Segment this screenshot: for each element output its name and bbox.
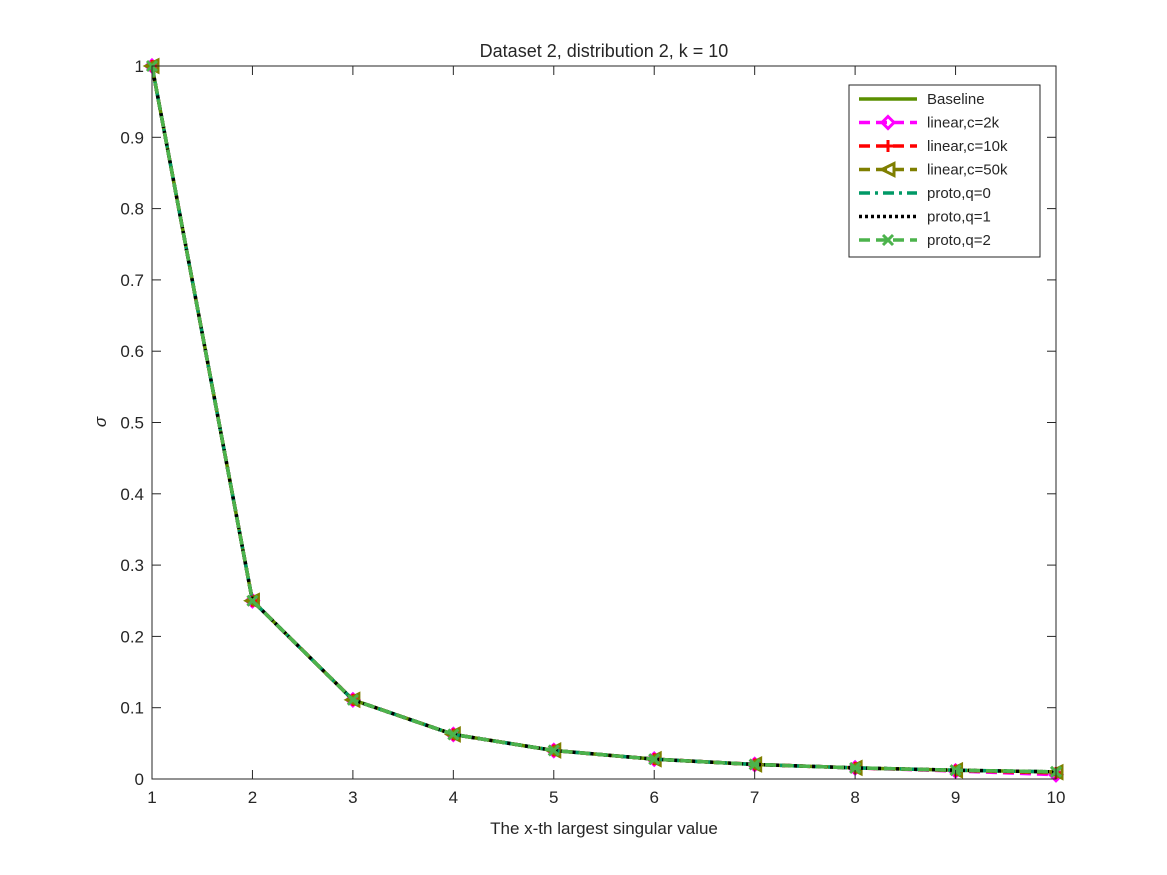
chart-title: Dataset 2, distribution 2, k = 10 [480, 41, 729, 61]
data-point [343, 691, 361, 709]
y-tick-label: 0.6 [120, 342, 144, 361]
y-tick-label: 0.2 [120, 627, 144, 646]
data-point [547, 744, 560, 757]
data-point [447, 728, 460, 741]
y-tick-label: 0.7 [120, 271, 144, 290]
legend: Baseline linear,c=2k linear,c=10k linear,c=… [848, 84, 1041, 258]
legend-label: linear,c=10k [927, 138, 1008, 155]
data-point [544, 742, 562, 759]
legend-label: linear,c=50k [927, 162, 1008, 179]
y-tick-label: 1 [135, 57, 144, 76]
y-tick-label: 0.1 [120, 699, 144, 718]
data-point [346, 693, 359, 706]
legend-item: linear,c=2k [859, 114, 1000, 132]
x-tick-label: 5 [549, 788, 558, 807]
x-tick-label: 10 [1047, 788, 1066, 807]
legend-item: proto,q=1 [859, 209, 991, 226]
x-axis-label: The x-th largest singular value [490, 819, 718, 838]
legend-label: proto,q=1 [927, 209, 991, 226]
data-point [849, 761, 862, 774]
x-tick-label: 3 [348, 788, 357, 807]
data-point [644, 750, 662, 768]
y-tick-label: 0.4 [120, 485, 144, 504]
data-point [648, 753, 661, 766]
y-tick-label: 0.5 [120, 414, 144, 433]
x-tick-label: 6 [649, 788, 658, 807]
y-tick-label: 0.9 [120, 128, 144, 147]
y-tick-label: 0.3 [120, 556, 144, 575]
legend-label: Baseline [927, 91, 985, 108]
legend-marker [881, 233, 895, 247]
legend-item: linear,c=50k [859, 161, 1008, 179]
y-tick-label: 0.8 [120, 200, 144, 219]
legend-label: proto,q=0 [927, 185, 991, 202]
legend-label: proto,q=2 [927, 232, 991, 249]
x-tick-label: 9 [951, 788, 960, 807]
series-line [150, 65, 1057, 774]
legend-item: Baseline [859, 91, 985, 108]
data-point [246, 594, 259, 607]
legend-item: proto,q=0 [859, 185, 991, 202]
y-axis-label: σ [91, 416, 110, 427]
x-tick-label: 1 [147, 788, 156, 807]
legend-marker [878, 161, 896, 178]
x-tick-label: 7 [750, 788, 759, 807]
y-tick-label: 0 [135, 770, 144, 789]
legend-marker [879, 114, 897, 131]
x-tick-label: 2 [248, 788, 257, 807]
data-point [748, 758, 761, 771]
legend-item: linear,c=10k [859, 138, 1008, 155]
legend-marker [882, 140, 894, 152]
legend-item: proto,q=2 [859, 232, 991, 249]
x-tick-label: 4 [449, 788, 458, 807]
legend-label: linear,c=2k [927, 115, 1000, 132]
x-tick-label: 8 [850, 788, 859, 807]
legend-entries: Baseline linear,c=2k linear,c=10k linear,c=… [859, 91, 1008, 249]
ticks-layer: 1 2 3 4 5 6 7 8 9 10 0 0.1 0.2 0.3 0.4 0.5 0.6 0.7 0.8 0.9 1 [120, 57, 1065, 807]
